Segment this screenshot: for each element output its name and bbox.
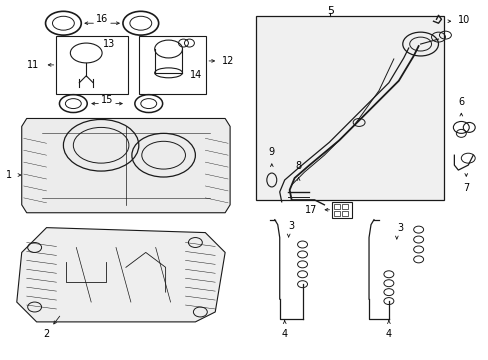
Text: 17: 17 <box>305 205 317 215</box>
Text: 4: 4 <box>281 329 287 339</box>
Polygon shape <box>21 118 230 213</box>
Text: 8: 8 <box>295 161 301 171</box>
Text: 3: 3 <box>288 221 294 231</box>
Text: 15: 15 <box>101 95 113 105</box>
Text: 13: 13 <box>102 39 115 49</box>
Text: 4: 4 <box>385 329 391 339</box>
Bar <box>255 16 444 200</box>
Polygon shape <box>17 228 224 322</box>
Text: 10: 10 <box>457 15 469 25</box>
Text: 2: 2 <box>43 329 50 339</box>
Bar <box>56 36 128 94</box>
Bar <box>139 36 206 94</box>
Text: 16: 16 <box>96 14 108 24</box>
Text: 9: 9 <box>268 147 274 157</box>
Bar <box>342 204 347 209</box>
Bar <box>342 211 347 216</box>
Text: 7: 7 <box>462 183 468 193</box>
Text: 11: 11 <box>27 60 40 70</box>
Text: 3: 3 <box>396 222 402 233</box>
Text: 5: 5 <box>326 6 333 16</box>
Text: 12: 12 <box>222 56 234 66</box>
Bar <box>334 204 340 209</box>
Bar <box>332 202 351 218</box>
Text: 6: 6 <box>457 96 464 107</box>
Text: 1: 1 <box>6 170 12 180</box>
Text: 14: 14 <box>190 70 202 80</box>
Bar <box>334 211 340 216</box>
